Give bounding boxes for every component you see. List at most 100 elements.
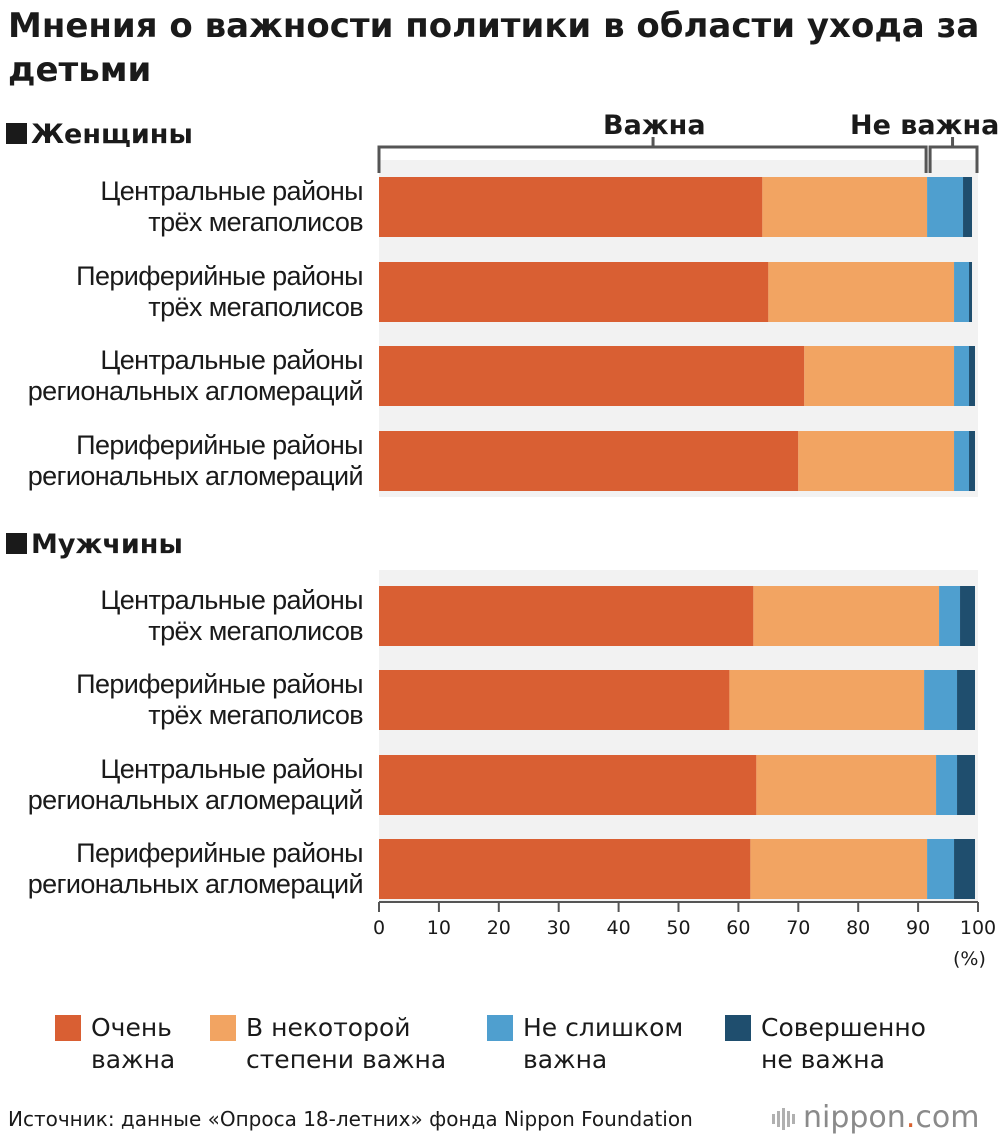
bar-segment: [969, 262, 973, 322]
category-label-line: Центральные районы: [100, 754, 363, 784]
category-label: Центральные районы трёх мегаполисов: [0, 585, 363, 647]
legend-line: В некоторой: [246, 1013, 411, 1042]
x-tick-label: 40: [606, 917, 631, 939]
axis-unit-label: (%): [953, 948, 986, 970]
bar-segment: [379, 586, 754, 646]
x-tick-label: 100: [959, 917, 997, 939]
legend-line: Очень: [91, 1013, 172, 1042]
x-tick-label: 50: [666, 917, 691, 939]
nippon-logo[interactable]: nippon.com: [772, 1098, 998, 1138]
page-title: Мнения о важности политики в области ухо…: [8, 6, 980, 90]
x-tick-label: 0: [372, 917, 386, 939]
category-label-line: Центральные районы: [100, 585, 363, 615]
bar-segment: [756, 755, 937, 815]
legend-line: Не слишком: [523, 1013, 684, 1042]
legend-line: Совершенно: [761, 1013, 926, 1042]
bar-segment: [954, 346, 970, 406]
section-label-men: Мужчины: [6, 528, 183, 562]
x-tick-label: 80: [846, 917, 871, 939]
category-label-line: региональных агломераций: [27, 461, 364, 491]
legend-label: Не слишком важна: [523, 1012, 763, 1076]
category-label-line: Периферийные районы: [76, 838, 363, 868]
bar-segment: [954, 431, 970, 491]
bar-segment: [960, 586, 976, 646]
category-label: Периферийные районы трёх мегаполисов: [0, 261, 363, 323]
bar-segment: [798, 431, 955, 491]
bar-segment: [936, 755, 958, 815]
legend-swatch: [210, 1015, 236, 1041]
category-label-line: региональных агломераций: [27, 785, 364, 815]
legend-line: важна: [91, 1045, 176, 1074]
category-label-line: Центральные районы: [100, 176, 363, 206]
category-label-line: трёх мегаполисов: [148, 207, 363, 237]
section-label-women: Женщины: [6, 118, 193, 152]
category-label-line: трёх мегаполисов: [148, 292, 363, 322]
bracket-label-important: Важна: [603, 110, 706, 141]
x-tick-label: 20: [486, 917, 511, 939]
category-label: Периферийные районы трёх мегаполисов: [0, 669, 363, 731]
legend-swatch: [55, 1015, 81, 1041]
source-note: Источник: данные «Опроса 18-летних» фонд…: [8, 1107, 693, 1131]
bar-segment: [379, 839, 751, 899]
legend-label: Очень важна: [91, 1012, 331, 1076]
category-label-line: трёх мегаполисов: [148, 616, 363, 646]
bar-segment: [768, 262, 955, 322]
bar-segment: [939, 586, 961, 646]
category-label-line: Периферийные районы: [76, 430, 363, 460]
stacked-bar-chart: [377, 137, 979, 912]
category-label-line: региональных агломераций: [27, 869, 364, 899]
bracket-label-not-important: Не важна: [850, 110, 1000, 141]
category-label-line: Периферийные районы: [76, 669, 363, 699]
category-label-line: Центральные районы: [100, 345, 363, 375]
bar-segment: [969, 431, 976, 491]
legend-swatch: [725, 1015, 751, 1041]
logo-name: nippon: [803, 1100, 906, 1135]
category-label: Центральные районы трёх мегаполисов: [0, 176, 363, 238]
square-bullet-icon: [6, 123, 27, 144]
legend-line: не важна: [761, 1045, 885, 1074]
bar-segment: [963, 177, 973, 237]
bar-segment: [762, 177, 928, 237]
bar-segment: [969, 346, 976, 406]
bar-segment: [957, 755, 976, 815]
bar-segment: [927, 839, 955, 899]
category-label-line: Периферийные районы: [76, 261, 363, 291]
bar-segment: [379, 431, 799, 491]
bar-segment: [957, 670, 976, 730]
section-label-men-text: Мужчины: [31, 529, 183, 560]
logo-dot: .: [905, 1100, 916, 1135]
bar-segment: [729, 670, 925, 730]
bar-segment: [924, 670, 958, 730]
bar-segment: [379, 755, 757, 815]
bar-segment: [379, 262, 769, 322]
legend-line: степени важна: [246, 1045, 447, 1074]
category-label: Периферийные районы региональных агломера…: [0, 430, 364, 492]
bar-segment: [379, 177, 763, 237]
x-tick-label: 70: [786, 917, 811, 939]
category-label: Центральные районы региональных агломерац…: [0, 345, 364, 407]
category-label: Периферийные районы региональных агломера…: [0, 838, 364, 900]
category-label: Центральные районы региональных агломерац…: [0, 754, 364, 816]
x-tick-label: 90: [906, 917, 931, 939]
section-label-women-text: Женщины: [31, 119, 193, 150]
logo-bars-icon: [772, 1099, 797, 1139]
legend-label: Совершенно не важна: [761, 1012, 1000, 1076]
bar-segment: [379, 670, 730, 730]
bar-segment: [804, 346, 955, 406]
x-tick-label: 60: [726, 917, 751, 939]
category-label-line: региональных агломераций: [27, 376, 364, 406]
legend-label: В некоторой степени важна: [246, 1012, 486, 1076]
bar-segment: [927, 177, 964, 237]
x-tick-label: 10: [426, 917, 451, 939]
x-tick-label: 30: [546, 917, 571, 939]
legend-line: важна: [523, 1045, 608, 1074]
square-bullet-icon: [6, 533, 27, 554]
bar-segment: [954, 839, 976, 899]
bar-segment: [750, 839, 928, 899]
bar-segment: [379, 346, 805, 406]
bar-segment: [954, 262, 970, 322]
logo-domain: com: [915, 1100, 980, 1135]
legend-swatch: [487, 1015, 513, 1041]
category-label-line: трёх мегаполисов: [148, 700, 363, 730]
bar-segment: [753, 586, 940, 646]
